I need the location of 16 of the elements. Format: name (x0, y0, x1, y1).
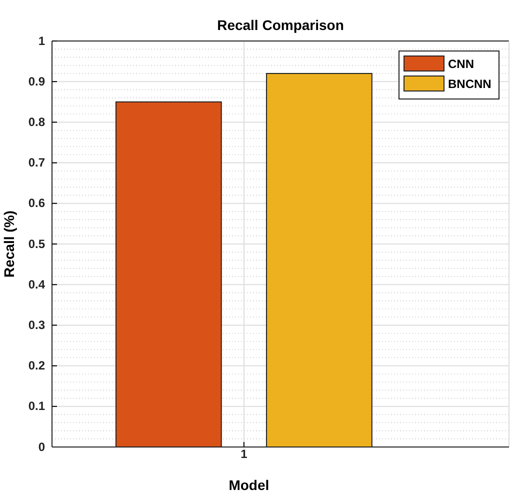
y-tick-label: 0.2 (28, 358, 46, 373)
y-tick-label: 0.3 (28, 318, 46, 332)
y-tick-label: 0.9 (28, 74, 46, 88)
y-tick-label: 0.5 (28, 236, 46, 251)
y-axis-title: Recall (%) (1, 210, 17, 278)
legend-label: BNCNN (448, 77, 492, 91)
y-tick-label: 0.8 (28, 115, 46, 130)
y-tick-label: 0.6 (28, 196, 46, 210)
y-tick-label: 1 (38, 34, 46, 48)
y-tick-label: 0.1 (28, 399, 46, 414)
y-tick-label: 0 (38, 440, 46, 454)
y-tick-label: 0.7 (28, 156, 46, 170)
y-tick-label: 0.4 (28, 277, 46, 292)
x-axis-title: Model (228, 477, 270, 493)
chart-title: Recall Comparison (217, 17, 344, 33)
legend-label: CNN (448, 57, 474, 71)
